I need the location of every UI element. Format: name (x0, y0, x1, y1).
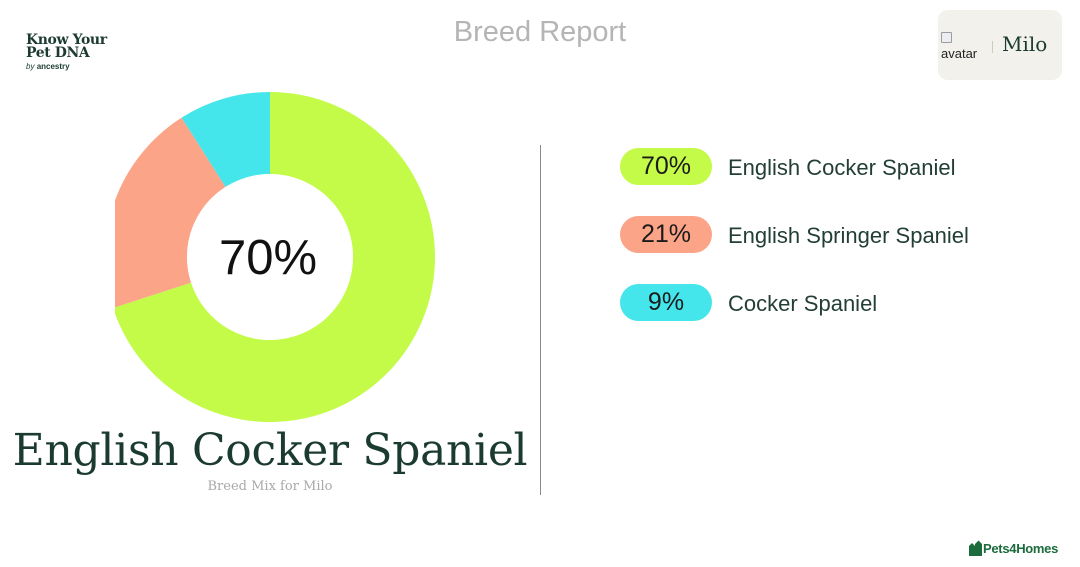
user-name: Milo (1002, 32, 1048, 56)
donut-hole (187, 174, 353, 340)
donut-center-label: 70% (219, 231, 317, 285)
vertical-divider (540, 145, 541, 495)
user-profile-chip[interactable]: avatar Milo (938, 10, 1062, 80)
donut-slice-cocker-spaniel (181, 92, 270, 187)
avatar-alt-text: avatar (941, 46, 978, 61)
donut-slice-english-springer-spaniel (115, 117, 226, 308)
legend-percent-pill: 70% (620, 148, 712, 185)
breed-mix-subtitle: Breed Mix for Milo (207, 479, 333, 494)
legend-percent-pill: 9% (620, 284, 712, 321)
broken-image-icon (941, 32, 952, 43)
ancestry-logo-text: ancestry (36, 61, 70, 71)
brand-logo-line2: Pet DNA (26, 45, 90, 62)
paw-icon (969, 540, 982, 556)
primary-breed-title: English Cocker Spaniel (12, 425, 528, 476)
brand-logo: Know Your Pet DNA by ancestry (26, 32, 107, 71)
legend-label: English Springer Spaniel (728, 223, 969, 248)
legend-percent-pill: 21% (620, 216, 712, 253)
avatar: avatar (941, 24, 985, 68)
brand-partner: by ancestry (26, 61, 107, 71)
legend-label: English Cocker Spaniel (728, 155, 956, 180)
brand-logo-line1: Know Your (26, 32, 107, 48)
brand-by-text: by (26, 61, 35, 71)
pets4homes-logo: Pets4Homes (968, 540, 1058, 556)
breed-donut-chart: 70% (115, 92, 435, 422)
user-chip-divider (992, 41, 993, 53)
footer-brand-text: Pets4Homes (983, 540, 1059, 556)
legend-label: Cocker Spaniel (728, 291, 878, 316)
page-title: Breed Report (453, 16, 627, 48)
donut-slice-english-cocker-spaniel (115, 92, 435, 422)
